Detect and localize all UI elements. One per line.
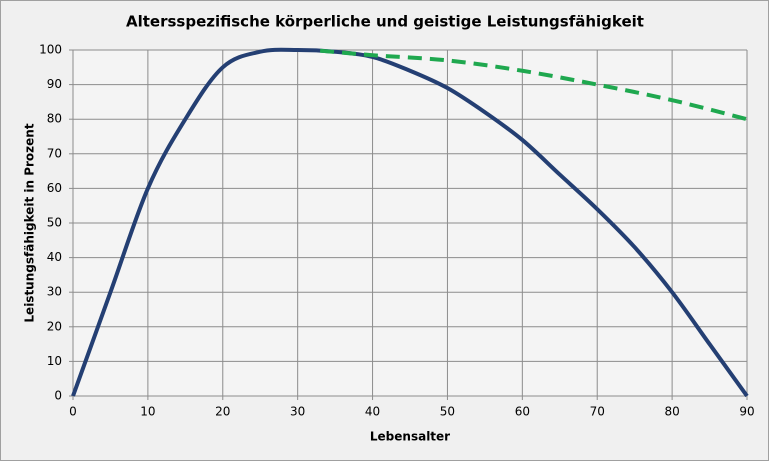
- x-tick-label: 40: [365, 405, 380, 419]
- x-tick-label: 0: [69, 405, 77, 419]
- x-tick-label: 10: [140, 405, 155, 419]
- y-tick-label: 0: [54, 389, 62, 403]
- y-axis-title: Leistungsfähigkeit in Prozent: [23, 123, 37, 322]
- x-tick-label: 70: [590, 405, 605, 419]
- y-tick-label: 70: [47, 146, 62, 160]
- y-tick-label: 90: [47, 77, 62, 91]
- y-tick-label: 40: [47, 250, 62, 264]
- x-tick-label: 20: [215, 405, 230, 419]
- y-tick-label: 60: [47, 181, 62, 195]
- y-tick-label: 50: [47, 216, 62, 230]
- line-series: [71, 47, 749, 398]
- y-tick-label: 10: [47, 354, 62, 368]
- x-tick-label: 80: [664, 405, 679, 419]
- line-series: [319, 48, 748, 122]
- y-tick-label: 20: [47, 319, 62, 333]
- y-tick-label: 100: [39, 43, 62, 57]
- x-tick-label: 60: [515, 405, 530, 419]
- x-tick-label: 50: [440, 405, 455, 419]
- x-tick-label: 90: [739, 405, 754, 419]
- chart-title: Altersspezifische körperliche und geisti…: [126, 13, 644, 31]
- x-axis-title: Lebensalter: [370, 430, 450, 444]
- x-tick-label: 30: [290, 405, 305, 419]
- y-tick-label: 80: [47, 112, 62, 126]
- y-tick-label: 30: [47, 285, 62, 299]
